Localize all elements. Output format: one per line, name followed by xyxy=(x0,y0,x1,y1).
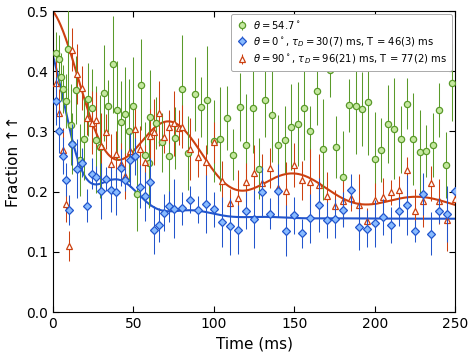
X-axis label: Time (ms): Time (ms) xyxy=(216,336,292,351)
Legend: $\theta = 54.7^\circ$, $\theta = 0^\circ$, $\tau_D = 30(7)$ ms, T = 46(3) ms, $\: $\theta = 54.7^\circ$, $\theta = 0^\circ… xyxy=(231,14,452,71)
Y-axis label: Fraction ↑↑: Fraction ↑↑ xyxy=(6,116,20,207)
